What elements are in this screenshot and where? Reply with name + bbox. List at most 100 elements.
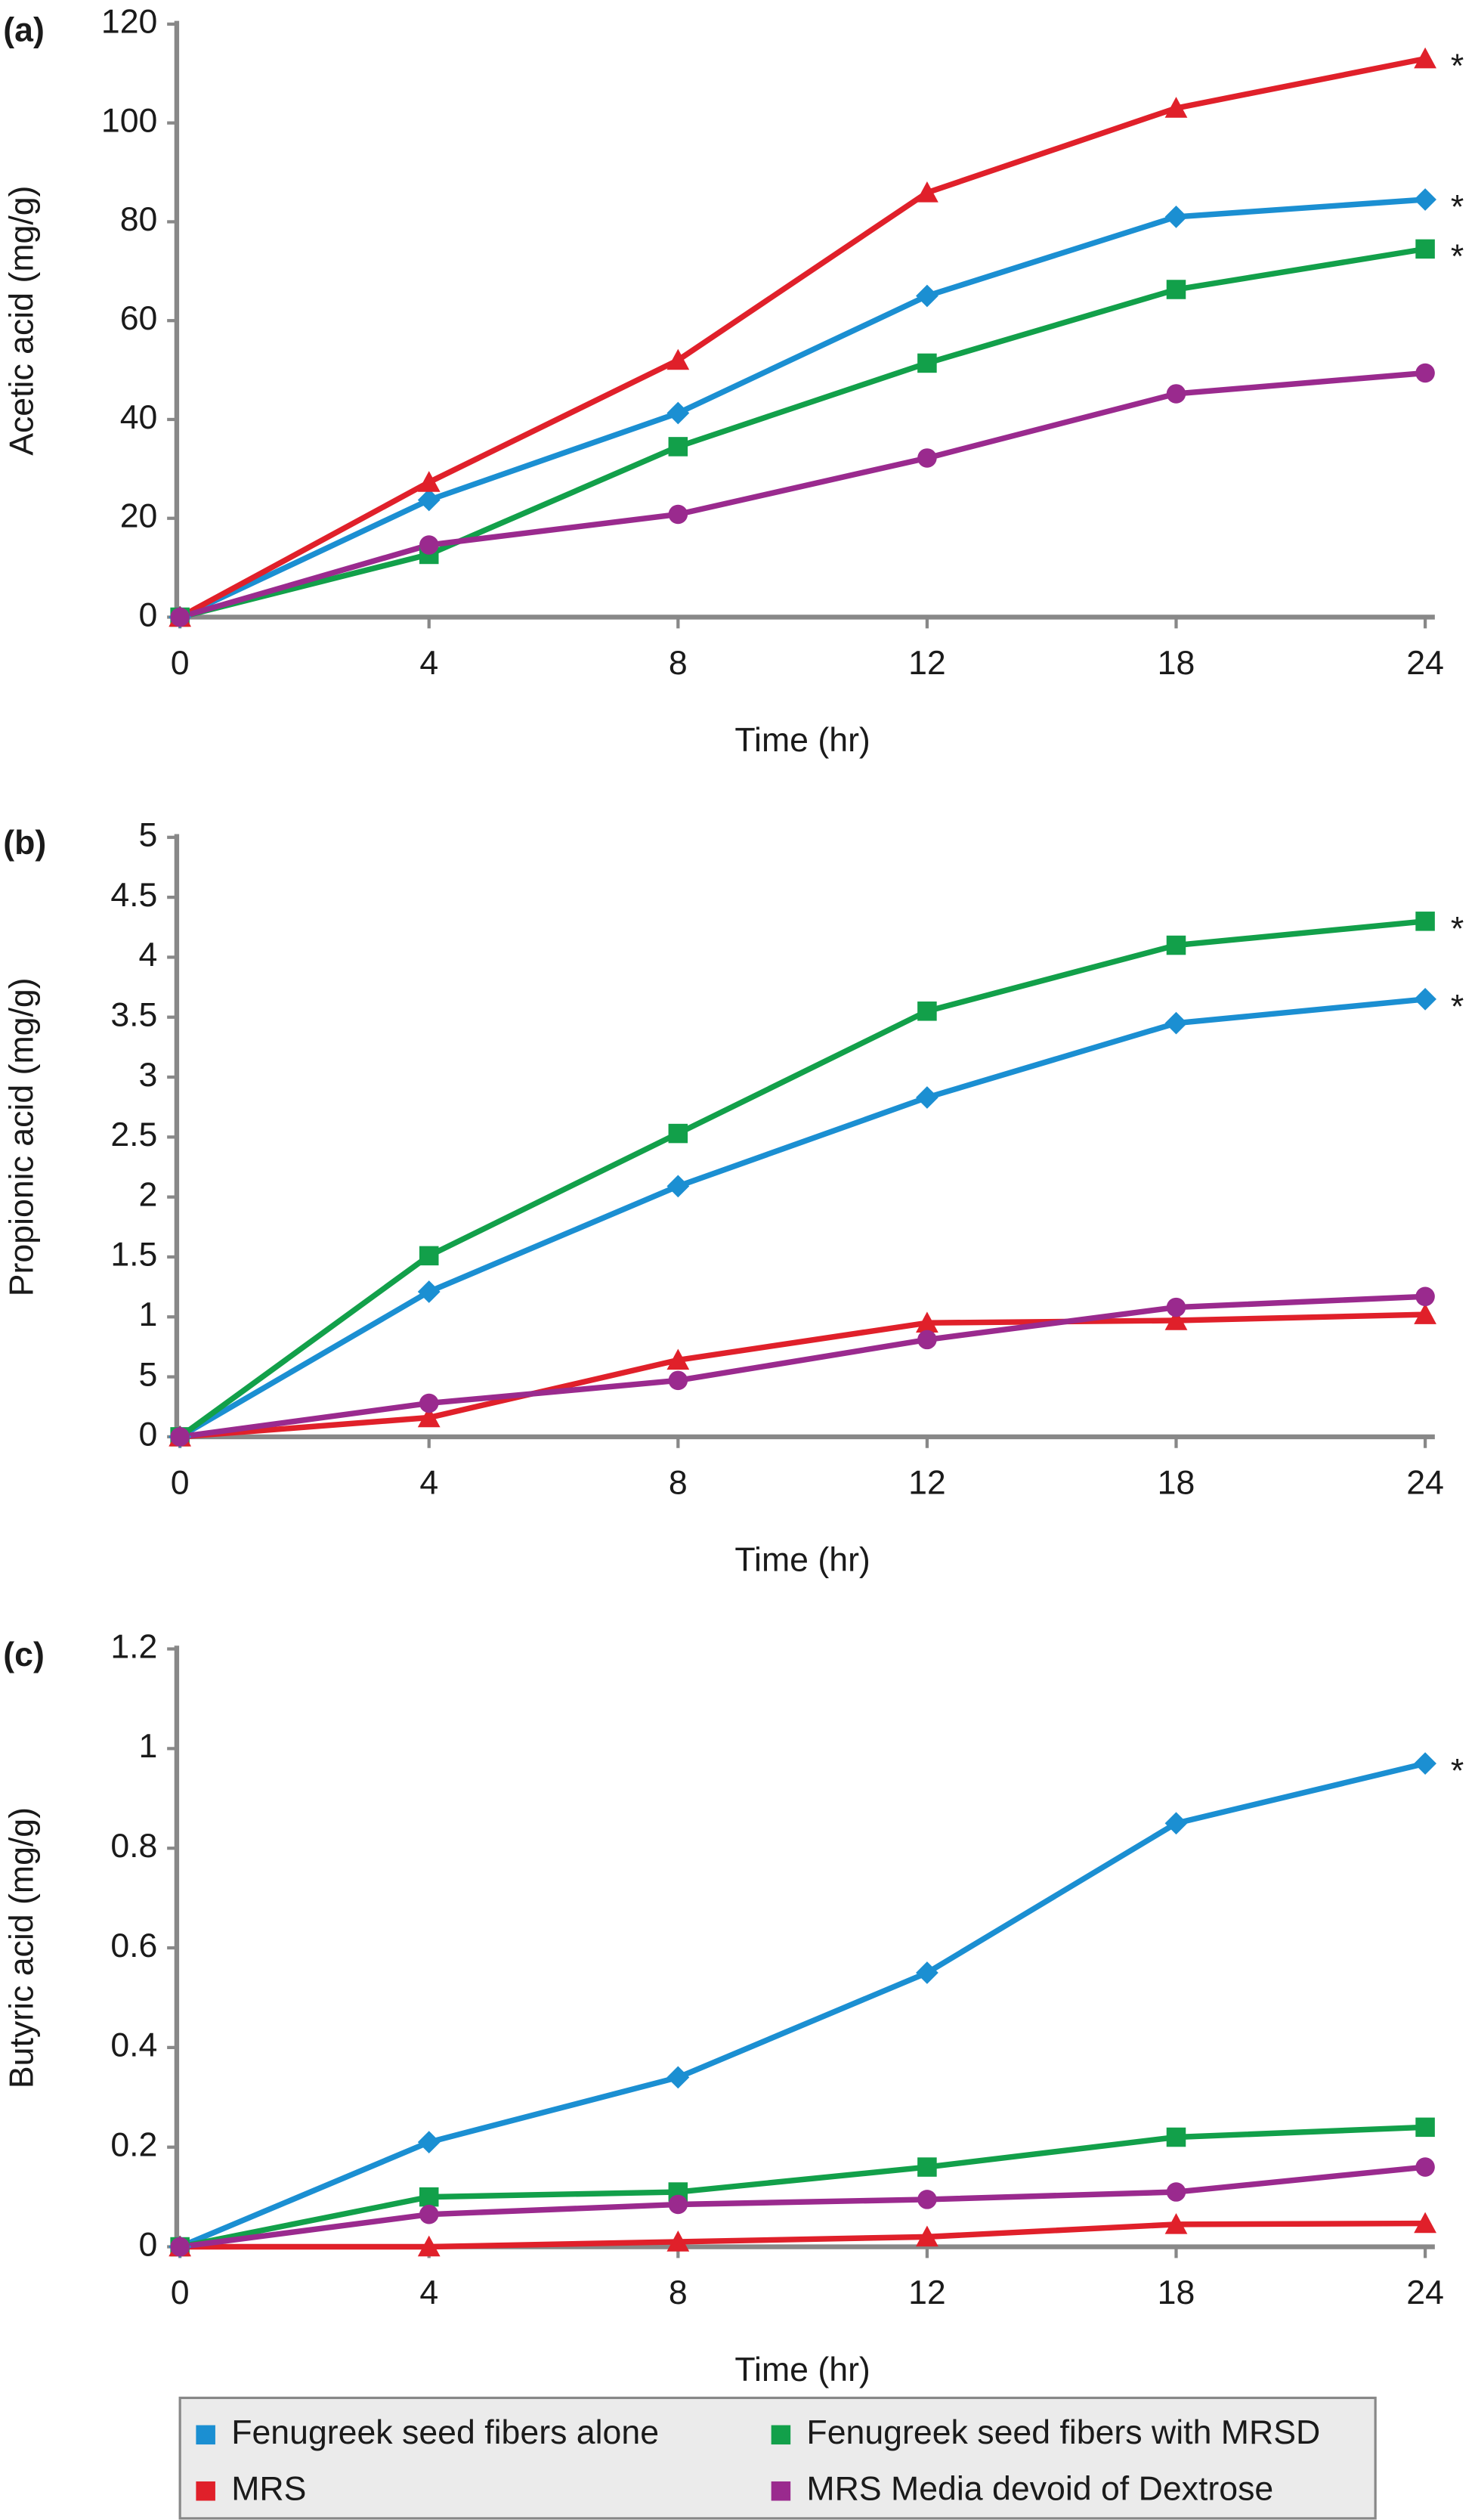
y-tick-label: 5 <box>139 817 158 854</box>
marker <box>419 2204 439 2224</box>
series-line <box>179 1311 1426 1440</box>
marker <box>419 1393 439 1413</box>
marker <box>1166 2182 1186 2202</box>
x-tick-label: 8 <box>669 645 688 682</box>
x-tick-label: 24 <box>1406 645 1444 682</box>
series-line <box>179 246 1426 621</box>
annotation: * <box>1451 189 1464 226</box>
legend-swatch <box>771 2481 791 2501</box>
marker <box>419 2187 439 2207</box>
panel-label: (a) <box>3 11 45 48</box>
marker <box>170 2237 190 2257</box>
y-axis-label: Acetic acid (mg/g) <box>4 186 41 456</box>
marker <box>917 1330 937 1350</box>
y-tick-label: 0.8 <box>110 1828 157 1865</box>
marker <box>417 471 441 492</box>
x-tick-label: 12 <box>908 1464 946 1501</box>
x-tick-label: 0 <box>171 1464 190 1501</box>
marker <box>917 2190 937 2209</box>
x-tick-label: 4 <box>419 1464 438 1501</box>
marker <box>1166 280 1186 299</box>
y-tick-label: 3.5 <box>110 997 157 1034</box>
marker <box>417 2235 441 2257</box>
marker <box>917 353 937 373</box>
marker <box>668 1370 688 1391</box>
y-tick-label: 1 <box>139 1728 158 1765</box>
x-tick-label: 24 <box>1406 1464 1444 1501</box>
y-tick-label: 4 <box>139 936 158 974</box>
series-line <box>178 197 1426 620</box>
y-tick-label: 4.5 <box>110 877 157 914</box>
annotation: * <box>1451 238 1464 275</box>
marker <box>1414 2212 1436 2234</box>
y-tick-label: 0 <box>139 2226 158 2263</box>
marker <box>1164 2212 1188 2234</box>
marker <box>917 2157 937 2177</box>
y-tick-label: 0.2 <box>110 2127 157 2164</box>
marker <box>666 401 690 425</box>
y-tick-label: 0.4 <box>110 2027 157 2064</box>
marker <box>1164 1011 1188 1035</box>
marker <box>666 1348 690 1370</box>
panel-label: (c) <box>3 1636 45 1673</box>
y-tick-label: 1 <box>139 1296 158 1333</box>
y-tick-label: 5 <box>139 1356 158 1393</box>
marker <box>419 1246 439 1266</box>
panel-label: (b) <box>3 825 46 862</box>
series-line <box>179 370 1426 621</box>
x-tick-label: 18 <box>1158 1464 1195 1501</box>
annotation: * <box>1451 988 1464 1025</box>
x-axis-label: Time (hr) <box>734 722 870 759</box>
marker <box>417 1280 441 1303</box>
x-tick-label: 12 <box>908 645 946 682</box>
x-tick-label: 4 <box>419 2274 438 2311</box>
legend-label: Fenugreek seed fibers alone <box>231 2414 659 2451</box>
marker <box>916 2225 938 2247</box>
marker <box>666 348 690 370</box>
series-line <box>179 1293 1426 1440</box>
x-tick-label: 12 <box>908 2274 946 2311</box>
y-tick-label: 1.5 <box>110 1237 157 1274</box>
series-line <box>178 918 1426 1439</box>
legend-swatch <box>196 2425 215 2445</box>
legend-label: MRS <box>231 2471 306 2508</box>
y-tick-label: 2 <box>139 1176 158 1213</box>
y-tick-label: 100 <box>101 102 157 139</box>
y-axis-label: Propionic acid (mg/g) <box>4 977 41 1296</box>
marker <box>1164 1309 1188 1330</box>
x-tick-label: 18 <box>1158 645 1195 682</box>
marker <box>1166 935 1186 955</box>
marker <box>917 448 937 468</box>
marker <box>419 535 439 555</box>
marker <box>170 607 190 627</box>
x-tick-label: 0 <box>171 645 190 682</box>
marker <box>666 1175 690 1198</box>
marker <box>916 1311 938 1333</box>
marker <box>1415 912 1435 931</box>
marker <box>1414 988 1436 1011</box>
x-axis-label: Time (hr) <box>734 1542 870 1579</box>
marker <box>417 2131 441 2153</box>
marker <box>917 1001 937 1021</box>
marker <box>916 181 938 203</box>
marker <box>1415 2157 1435 2177</box>
marker <box>1414 47 1436 69</box>
marker <box>668 2194 688 2215</box>
x-tick-label: 8 <box>669 2274 688 2311</box>
y-tick-label: 80 <box>120 201 158 238</box>
x-tick-label: 0 <box>171 2274 190 2311</box>
marker <box>1414 1752 1436 1775</box>
marker <box>666 2066 690 2089</box>
marker <box>1415 363 1435 383</box>
y-tick-label: 0 <box>139 596 158 633</box>
marker <box>668 437 688 457</box>
marker <box>666 2231 690 2252</box>
marker <box>1166 1297 1186 1317</box>
marker <box>1415 2117 1435 2138</box>
annotation: * <box>1451 910 1464 947</box>
series-line <box>179 2164 1426 2250</box>
x-tick-label: 4 <box>419 645 438 682</box>
x-tick-label: 8 <box>669 1464 688 1501</box>
legend-swatch <box>771 2425 791 2445</box>
